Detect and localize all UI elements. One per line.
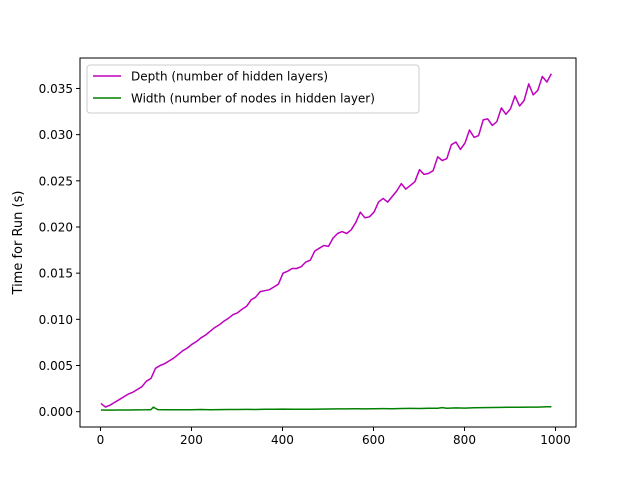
y-tick-label: 0.020	[39, 220, 73, 234]
x-tick-label: 600	[362, 433, 385, 447]
y-axis: 0.000 0.005 0.010 0.015 0.020 0.025 0.030 0.035	[39, 82, 80, 419]
series-line-depth	[100, 73, 553, 408]
y-tick-label: 0.010	[39, 313, 73, 327]
x-axis: 0 200 400 600 800 1000	[97, 427, 571, 447]
y-tick-label: 0.005	[39, 359, 73, 373]
y-tick-label: 0.000	[39, 405, 73, 419]
x-tick-label: 200	[180, 433, 203, 447]
x-tick-label: 0	[97, 433, 105, 447]
series-line-width	[100, 405, 552, 411]
y-axis-label: Time for Run (s)	[11, 191, 26, 296]
legend-label: Depth (number of hidden layers)	[131, 70, 328, 84]
legend: Depth (number of hidden layers) Width (nu…	[86, 64, 420, 114]
axes-frame	[79, 57, 577, 428]
legend-label: Width (number of nodes in hidden layer)	[131, 92, 375, 106]
y-tick-label: 0.030	[39, 128, 73, 142]
x-tick-label: 800	[453, 433, 476, 447]
x-tick-label: 1000	[540, 433, 571, 447]
y-tick-label: 0.015	[39, 267, 73, 281]
plot-area	[100, 73, 553, 411]
y-tick-label: 0.025	[39, 174, 73, 188]
x-tick-label: 400	[271, 433, 294, 447]
y-tick-label: 0.035	[39, 82, 73, 96]
legend-box	[86, 64, 420, 114]
